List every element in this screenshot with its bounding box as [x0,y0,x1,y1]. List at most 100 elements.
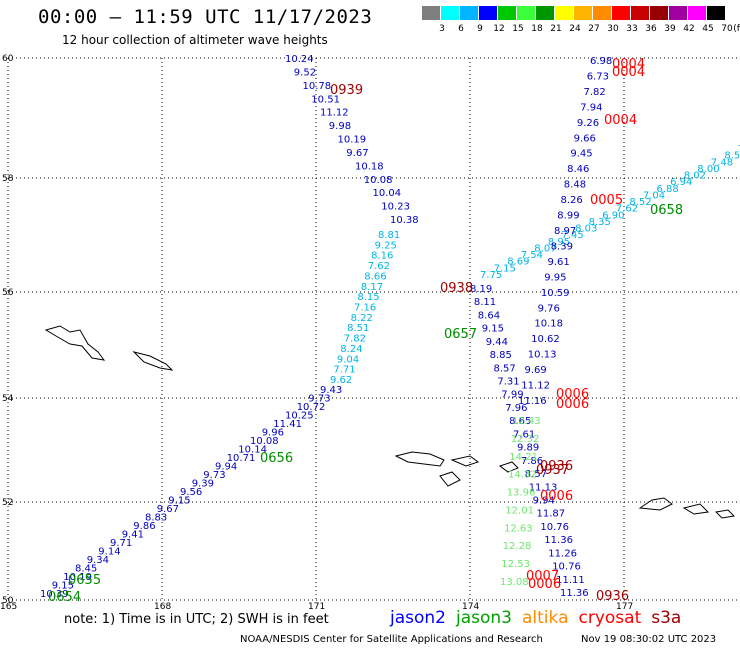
wave-height-label: 7.75 [480,270,502,281]
pass-time-label: 0655 [68,573,101,588]
pass-time-label: 0006 [556,387,589,402]
wave-height-label: 11.12 [320,108,349,119]
wave-height-label: 10.04 [373,188,402,199]
wave-height-label: 8.85 [490,350,512,361]
wave-height-label: 7.82 [584,87,606,98]
color-scale-label: 39 [664,24,676,34]
legend-satellite-jason2: jason2 [390,608,446,628]
wave-height-label: 8.19 [470,284,492,295]
pass-time-label: 0937 [536,463,569,478]
color-scale-label: 24 [569,24,581,34]
pass-time-label: 0007 [526,569,559,584]
pass-time-label: 0654 [48,590,81,605]
wave-height-label: 11.26 [548,548,577,559]
wave-height-label: 7.62 [368,261,390,272]
latitude-label: 52 [2,498,13,508]
credit-text: NOAA/NESDIS Center for Satellite Applica… [240,634,543,645]
wave-height-label: 12.28 [503,541,532,552]
legend-satellite-altika: altika [522,608,569,628]
wave-height-label: 8.69 [507,257,529,268]
wave-height-label: 8.59 [724,151,740,162]
wave-height-label: 8.48 [564,180,586,191]
wave-height-label: 6.88 [657,184,679,195]
wave-height-label: 9.61 [548,257,570,268]
wave-height-label: 7.04 [643,190,665,201]
color-scale-label: 3 [439,24,445,34]
coastline [439,471,461,487]
color-swatch [688,6,706,20]
pass-time-label: 0656 [260,451,293,466]
legend-satellite-cryosat: cryosat [578,608,642,628]
coastline [450,455,480,467]
latitude-label: 56 [2,288,14,298]
color-swatch [612,6,630,20]
color-swatch [479,6,497,20]
wave-height-label: 8.17 [361,282,383,293]
wave-height-label: 12.43 [512,416,541,427]
wave-height-label: 9.98 [329,121,351,132]
wave-height-label: 7.61 [513,429,535,440]
wave-height-label: 8.35 [589,217,611,228]
wave-height-label: 12.53 [501,559,530,570]
footnote: note: 1) Time is in UTC; 2) SWH is in fe… [64,612,329,627]
pass-time-label: 0939 [330,83,363,98]
wave-height-label: 9.69 [525,365,547,376]
wave-height-label: 9.71 [110,538,132,549]
wave-height-label: 8.81 [378,230,400,241]
wave-height-label: 7.96 [505,403,527,414]
color-swatch [460,6,478,20]
color-scale-label: 42 [683,24,695,34]
pass-time-label: 0936 [596,589,629,604]
pass-time-label: 0005 [590,193,623,208]
wave-height-label: 9.94 [533,496,555,507]
color-scale-label: 45 [702,24,714,34]
wave-height-label: 9.52 [294,67,316,78]
color-swatch [574,6,592,20]
wave-height-label: 7.45 [562,230,584,241]
wave-height-label: 8.26 [561,195,583,206]
wave-height-label: 8.16 [371,251,393,262]
coastlines [44,325,736,519]
wave-height-label: 10.13 [528,350,557,361]
wave-height-label: 11.41 [273,419,302,430]
coastline [394,451,445,467]
wave-height-label: 12.01 [505,505,534,516]
color-scale-label: 70 [721,24,733,34]
wave-height-label: 11.87 [537,509,566,520]
wave-height-label: 9.67 [346,148,368,159]
wave-height-label: 10.18 [355,161,384,172]
wave-height-label: 8.45 [75,564,97,575]
pass-time-label: 0006 [528,577,561,592]
longitude-label: 171 [308,602,325,612]
wave-height-label: 9.34 [87,555,109,566]
wave-height-label: 9.67 [157,504,179,515]
wave-height-label: 12.32 [511,434,540,445]
coastline [44,325,106,361]
pass-time-label: 0004 [612,65,645,80]
wave-height-label: 10.24 [285,54,314,65]
wave-height-label: 8.66 [364,271,386,282]
wave-height-label: 6.98 [590,56,612,67]
wave-height-label: 11.36 [560,588,589,599]
pass-time-label: 0004 [612,57,645,72]
wave-height-label: 9.96 [262,428,284,439]
wave-height-label: 8.46 [567,164,589,175]
wave-height-label: 10.25 [285,411,314,422]
latitude-label: 60 [2,54,14,64]
wave-height-label: 8.95 [548,237,570,248]
wave-height-label: 9.15 [168,496,190,507]
color-swatch [650,6,668,20]
wave-height-label: 7.48 [711,157,733,168]
wave-height-label: 9.04 [337,354,359,365]
longitude-label: 174 [462,602,479,612]
wave-height-label: 9.95 [544,272,566,283]
wave-height-label: 10.08 [250,436,279,447]
wave-height-label: 10.76 [552,562,581,573]
wave-height-label: 11.16 [518,396,547,407]
satellite-legend: jason2 jason3 altika cryosat s3a [390,608,691,628]
wave-height-label: 8.57 [494,363,516,374]
wave-height-label: 10.62 [531,334,560,345]
wave-height-label: 9.73 [203,470,225,481]
wave-height-label: 8.64 [478,310,500,321]
chart-title: 00:00 – 11:59 UTC 11/17/2023 [38,6,373,28]
